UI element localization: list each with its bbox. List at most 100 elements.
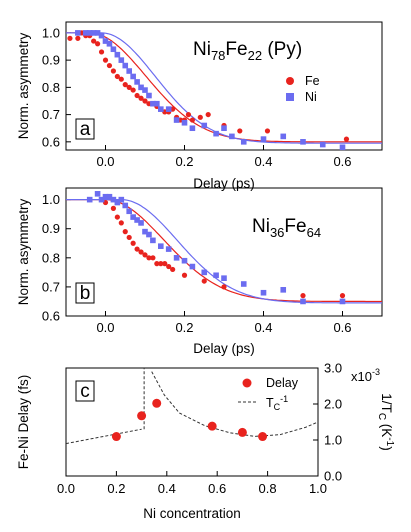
legend-fe-label: Fe bbox=[305, 74, 320, 88]
data-point-fe bbox=[95, 41, 101, 47]
data-point-fe bbox=[170, 266, 176, 273]
data-point-ni bbox=[154, 100, 160, 107]
data-point-ni bbox=[134, 217, 140, 223]
data-point-fe bbox=[118, 76, 124, 82]
y-right-tick-label: 2.0 bbox=[324, 397, 342, 412]
data-point-fe bbox=[201, 278, 207, 284]
data-point-ni bbox=[98, 32, 105, 39]
panel-b-axes: 0.0 0.2 0.4 0.6 0.6 0.7 0.8 0.9 1.0 bbox=[42, 192, 352, 335]
data-point-fe bbox=[98, 49, 105, 55]
y-tick-label: 0.6 bbox=[42, 134, 60, 149]
data-point-fe bbox=[138, 95, 144, 101]
panel-b-label: b bbox=[80, 283, 91, 304]
panel-a-ylabel: Norm. asymmetry bbox=[16, 33, 31, 140]
x-tick-label: 0.0 bbox=[96, 320, 114, 335]
data-point-ni bbox=[106, 40, 113, 47]
data-point-fe bbox=[91, 38, 97, 44]
data-point-ni bbox=[201, 269, 208, 276]
panel-c-axes: 0.0 0.2 0.4 0.6 0.8 1.00.01.02.03.0 bbox=[57, 361, 342, 497]
panel-a-xlabel: Delay (ps) bbox=[193, 176, 255, 191]
data-point-ni bbox=[260, 289, 267, 296]
panel-a-fit-lines bbox=[66, 32, 382, 144]
data-point-fe bbox=[122, 82, 128, 88]
data-point-fe bbox=[339, 293, 346, 299]
data-point-ni bbox=[110, 196, 117, 203]
data-point-fe bbox=[221, 284, 227, 290]
data-point-ni bbox=[229, 133, 235, 140]
data-point-fe bbox=[126, 234, 132, 241]
data-point-ni bbox=[158, 106, 164, 112]
data-point-ni bbox=[122, 202, 129, 209]
data-point-ni bbox=[181, 119, 188, 126]
panel-c: 0.0 0.2 0.4 0.6 0.8 1.00.01.02.03.0 c Delay T… bbox=[16, 361, 395, 522]
x-tick-label: 0.6 bbox=[333, 320, 351, 335]
data-point-fe bbox=[158, 261, 164, 267]
data-point-ni bbox=[114, 199, 121, 206]
data-point-ni bbox=[189, 263, 196, 270]
data-point-ni bbox=[339, 298, 346, 305]
x-tick-label: 1.0 bbox=[309, 481, 327, 496]
x-tick-label: 0.6 bbox=[208, 481, 226, 496]
data-point-ni bbox=[138, 220, 144, 226]
y-tick-label: 0.8 bbox=[42, 250, 60, 265]
data-point-fe bbox=[162, 261, 168, 267]
data-point-fe bbox=[126, 84, 132, 90]
data-point-ni bbox=[173, 255, 180, 261]
panel-b-ylabel: Norm. asymmetry bbox=[16, 199, 31, 306]
data-point-ni bbox=[142, 87, 148, 93]
data-point-ni bbox=[110, 46, 117, 53]
y-right-tick-label: 0.0 bbox=[324, 469, 342, 484]
panel-b-xlabel: Delay (ps) bbox=[193, 341, 255, 356]
panel-a-title: Ni78Fe22 (Py) bbox=[193, 39, 302, 63]
y-right-tick-label: 1.0 bbox=[324, 433, 342, 448]
data-point-delay bbox=[207, 421, 217, 431]
data-point-ni bbox=[173, 117, 180, 123]
data-point-ni bbox=[165, 246, 172, 252]
data-point-ni bbox=[260, 136, 267, 142]
data-point-delay bbox=[237, 427, 247, 437]
data-point-ni bbox=[130, 73, 136, 80]
x-tick-label: 0.4 bbox=[158, 481, 176, 496]
data-point-fe bbox=[130, 240, 136, 246]
data-point-ni bbox=[146, 92, 152, 99]
y-tick-label: 0.9 bbox=[42, 53, 60, 68]
data-point-ni bbox=[86, 30, 93, 36]
tc-curve-high bbox=[151, 371, 318, 437]
data-point-fe bbox=[300, 293, 306, 299]
panel-a-points bbox=[67, 30, 350, 151]
data-point-fe bbox=[118, 220, 124, 226]
data-point-ni bbox=[221, 275, 227, 281]
data-point-fe bbox=[205, 111, 211, 118]
data-point-fe bbox=[142, 98, 148, 104]
data-point-ni bbox=[280, 133, 287, 140]
panel-c-ylabel-right: 1/TC (K-1) bbox=[376, 393, 395, 450]
tc-curve-low bbox=[66, 428, 142, 445]
panel-c-ylabel: Fe-Ni Delay (fs) bbox=[16, 375, 31, 470]
data-point-ni bbox=[221, 125, 227, 132]
data-point-ni bbox=[118, 57, 125, 63]
y-tick-label: 0.7 bbox=[42, 279, 60, 294]
legend-delay-marker bbox=[242, 378, 252, 388]
data-point-fe bbox=[150, 255, 156, 261]
data-point-ni bbox=[165, 106, 172, 112]
data-point-ni bbox=[339, 144, 346, 151]
data-point-ni bbox=[300, 298, 306, 305]
data-point-ni bbox=[240, 139, 247, 145]
data-point-ni bbox=[130, 214, 136, 220]
data-point-ni bbox=[82, 30, 89, 36]
y-tick-label: 1.0 bbox=[42, 192, 60, 207]
x-tick-label: 0.0 bbox=[96, 154, 114, 169]
data-point-fe bbox=[166, 263, 172, 270]
data-point-ni bbox=[98, 196, 105, 203]
data-point-ni bbox=[122, 62, 129, 69]
x-tick-label: 0.2 bbox=[107, 481, 125, 496]
panel-c-label: c bbox=[80, 381, 90, 402]
data-point-ni bbox=[240, 281, 247, 287]
data-point-ni bbox=[134, 79, 140, 85]
data-point-delay bbox=[111, 432, 121, 442]
legend-tc-label: TC-1 bbox=[266, 394, 288, 412]
data-point-ni bbox=[150, 237, 156, 244]
y-tick-label: 0.9 bbox=[42, 221, 60, 236]
panel-b: 0.0 0.2 0.4 0.6 0.6 0.7 0.8 0.9 1.0 Ni36Fe64 b D… bbox=[16, 187, 383, 356]
data-point-ni bbox=[300, 139, 306, 145]
